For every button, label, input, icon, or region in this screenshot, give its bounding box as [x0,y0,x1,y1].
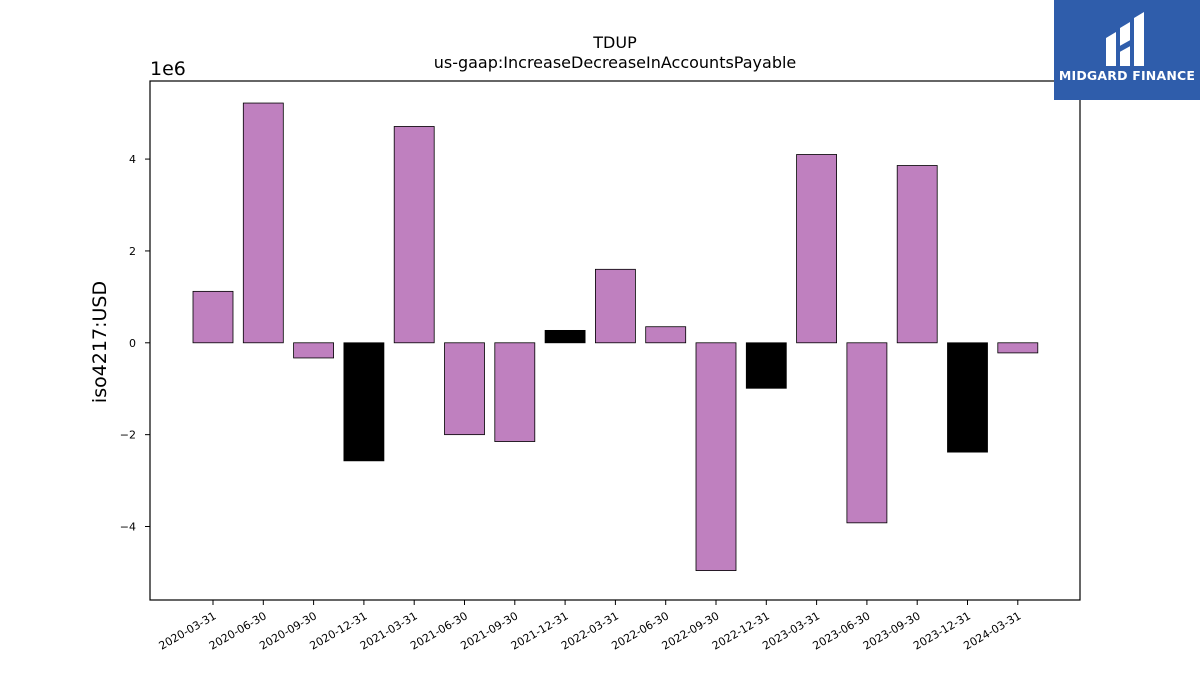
midgard-finance-logo: MIDGARD FINANCE [1054,0,1200,100]
bar-2022-03-31 [595,268,636,344]
y-tick-label: 4 [129,153,136,166]
y-offset-label: 1e6 [150,58,186,80]
bar-2023-09-30 [896,165,938,344]
bars [192,102,1039,572]
y-tick-label: 2 [129,245,136,258]
bar-2020-09-30 [293,342,335,359]
logo-text: MIDGARD FINANCE [1058,68,1196,83]
bar-2021-06-30 [444,342,485,436]
bar-2023-06-30 [846,342,888,524]
y-tick-label: −2 [120,429,136,442]
bar-2022-09-30 [695,342,737,572]
bar-2022-06-30 [645,326,687,344]
x-tick-label: 2024-03-31 [961,609,1023,652]
bar-2021-03-31 [393,126,435,344]
chart-subtitle: us-gaap:IncreaseDecreaseInAccountsPayabl… [434,53,797,72]
bar-2020-03-31 [192,290,234,344]
logo-mark-icon [1106,12,1144,66]
bar-2021-12-31 [544,329,586,344]
y-tick-label: 0 [129,337,136,350]
bar-2022-12-31 [745,342,787,389]
bar-2023-03-31 [796,154,837,344]
chart-title: TDUP [592,33,637,52]
bar-2024-03-31 [997,342,1039,354]
bar-2023-12-31 [947,342,988,453]
bar-2020-12-31 [343,342,385,462]
x-axis-ticks: 2020-03-312020-06-302020-09-302020-12-31… [157,600,1023,653]
y-axis-ticks: −4 −2 0 2 4 [120,153,150,534]
bar-2020-06-30 [242,102,284,344]
y-tick-label: −4 [120,521,136,534]
y-axis-label: iso4217:USD [89,281,111,403]
plot-frame [149,80,1081,601]
bar-2021-09-30 [494,342,536,442]
